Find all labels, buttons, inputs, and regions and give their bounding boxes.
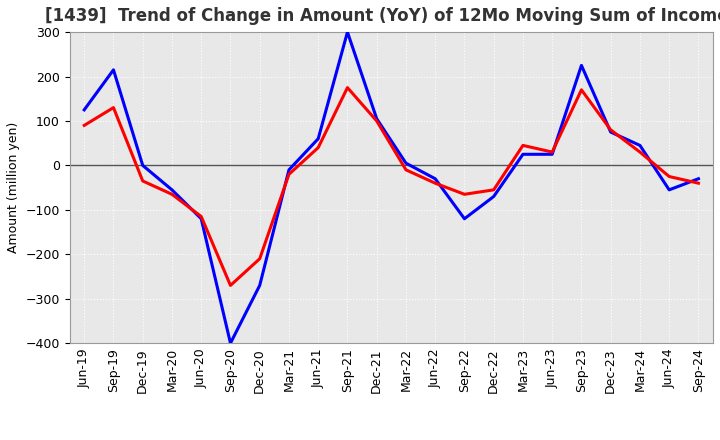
- Ordinary Income: [138, 163, 147, 168]
- Net Income: [372, 118, 381, 124]
- Net Income: [402, 167, 410, 172]
- Ordinary Income: [256, 283, 264, 288]
- Ordinary Income: [636, 143, 644, 148]
- Line: Ordinary Income: Ordinary Income: [84, 32, 698, 343]
- Net Income: [314, 145, 323, 150]
- Title: [1439]  Trend of Change in Amount (YoY) of 12Mo Moving Sum of Incomes: [1439] Trend of Change in Amount (YoY) o…: [45, 7, 720, 25]
- Ordinary Income: [548, 152, 557, 157]
- Line: Net Income: Net Income: [84, 88, 698, 286]
- Net Income: [518, 143, 527, 148]
- Ordinary Income: [402, 161, 410, 166]
- Ordinary Income: [665, 187, 673, 192]
- Ordinary Income: [577, 63, 586, 68]
- Net Income: [606, 127, 615, 132]
- Ordinary Income: [606, 129, 615, 135]
- Net Income: [256, 256, 264, 261]
- Net Income: [80, 123, 89, 128]
- Ordinary Income: [372, 116, 381, 121]
- Net Income: [490, 187, 498, 192]
- Net Income: [577, 87, 586, 92]
- Ordinary Income: [490, 194, 498, 199]
- Legend: Ordinary Income, Net Income: Ordinary Income, Net Income: [228, 437, 554, 440]
- Ordinary Income: [226, 341, 235, 346]
- Y-axis label: Amount (million yen): Amount (million yen): [7, 122, 20, 253]
- Net Income: [226, 283, 235, 288]
- Ordinary Income: [518, 152, 527, 157]
- Ordinary Income: [168, 187, 176, 192]
- Net Income: [665, 174, 673, 179]
- Net Income: [460, 192, 469, 197]
- Ordinary Income: [284, 167, 293, 172]
- Net Income: [548, 150, 557, 155]
- Ordinary Income: [694, 176, 703, 181]
- Ordinary Income: [343, 29, 352, 35]
- Net Income: [197, 214, 205, 219]
- Ordinary Income: [460, 216, 469, 221]
- Net Income: [636, 150, 644, 155]
- Net Income: [168, 192, 176, 197]
- Net Income: [694, 180, 703, 186]
- Net Income: [343, 85, 352, 90]
- Net Income: [431, 180, 439, 186]
- Ordinary Income: [80, 107, 89, 113]
- Ordinary Income: [197, 216, 205, 221]
- Net Income: [109, 105, 118, 110]
- Ordinary Income: [109, 67, 118, 73]
- Net Income: [138, 178, 147, 183]
- Net Income: [284, 172, 293, 177]
- Ordinary Income: [314, 136, 323, 141]
- Ordinary Income: [431, 176, 439, 181]
